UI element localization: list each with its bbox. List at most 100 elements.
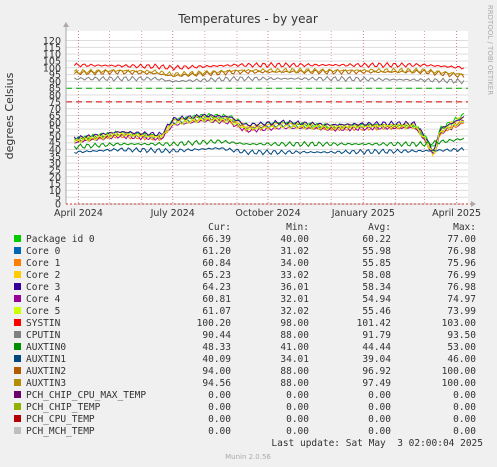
y-tick-label: 90: [49, 77, 61, 88]
legend-swatch: [14, 355, 21, 362]
y-tick-label: 70: [49, 104, 61, 115]
y-tick-label: 110: [43, 50, 61, 61]
legend-swatch: [14, 307, 21, 314]
legend-value-cur: 61.07: [202, 306, 231, 317]
legend-value-avg: 55.85: [362, 258, 391, 269]
legend-swatch: [14, 319, 21, 326]
legend-value-cur: 100.20: [197, 318, 232, 329]
y-axis-label: degrees Celsius: [3, 72, 16, 159]
legend-value-max: 76.98: [447, 282, 476, 293]
axes: [63, 22, 476, 207]
legend-series-name: PCH_CHIP_TEMP: [26, 402, 101, 413]
y-tick-label: 25: [49, 165, 61, 176]
legend-value-cur: 0.00: [208, 402, 231, 413]
legend-value-avg: 101.42: [357, 318, 391, 329]
legend-value-avg: 44.44: [362, 342, 391, 353]
legend-value-max: 53.00: [447, 342, 476, 353]
legend-series-name: Core 3: [26, 282, 60, 293]
legend-series-name: Core 2: [26, 270, 60, 281]
legend-value-avg: 55.98: [362, 246, 391, 257]
series-line-auxtin3: [73, 67, 464, 78]
legend-value-min: 36.01: [280, 282, 309, 293]
legend-value-avg: 39.04: [362, 354, 391, 365]
legend-value-cur: 94.00: [202, 366, 231, 377]
x-tick-label: January 2025: [331, 208, 395, 219]
legend-series-name: PCH_CPU_TEMP: [26, 414, 95, 425]
legend-value-min: 0.00: [286, 426, 309, 437]
legend-column-header: Min:: [286, 222, 309, 233]
legend-swatch: [14, 403, 21, 410]
legend-value-max: 46.00: [447, 354, 476, 365]
y-tick-label: 80: [49, 91, 61, 102]
legend-value-cur: 40.09: [202, 354, 231, 365]
legend-column-header: Avg:: [368, 222, 391, 233]
legend-value-min: 34.00: [280, 258, 309, 269]
series-line-auxtin1: [74, 146, 465, 156]
legend-value-cur: 60.81: [202, 294, 231, 305]
plot-area: [66, 31, 468, 204]
legend-swatch: [14, 415, 21, 422]
legend-swatch: [14, 283, 21, 290]
y-tick-label: 55: [49, 125, 61, 136]
legend-column-header: Max:: [453, 222, 476, 233]
legend-value-avg: 0.00: [368, 402, 391, 413]
grid-lines: [66, 31, 468, 204]
x-tick-label: April 2024: [54, 208, 103, 219]
legend-value-max: 100.00: [442, 378, 477, 389]
legend-value-cur: 48.33: [202, 342, 231, 353]
legend-value-max: 0.00: [453, 390, 476, 401]
y-tick-label: 65: [49, 111, 61, 122]
legend: Cur: Min: Avg: Max: Package id 0 66.39 40.00 60…: [14, 222, 476, 437]
series-line-core-3: [73, 113, 465, 153]
y-tick-label: 45: [49, 138, 61, 149]
y-tick-label: 40: [49, 145, 61, 156]
legend-value-avg: 54.94: [362, 294, 391, 305]
y-tick-label: 100: [43, 63, 61, 74]
legend-value-avg: 0.00: [368, 426, 391, 437]
legend-value-min: 34.01: [280, 354, 309, 365]
legend-value-cur: 60.84: [202, 258, 231, 269]
legend-series-name: AUXTIN2: [26, 366, 66, 377]
series-line-auxtin2: [73, 68, 465, 79]
legend-swatch: [14, 391, 21, 398]
legend-value-avg: 55.46: [362, 306, 391, 317]
legend-swatch: [14, 259, 21, 266]
legend-series-name: Core 0: [26, 246, 61, 257]
legend-value-max: 74.97: [447, 294, 476, 305]
legend-series-name: AUXTIN0: [26, 342, 66, 353]
series-line-cputin: [74, 75, 465, 85]
legend-value-min: 32.01: [280, 294, 309, 305]
x-tick-labels: April 2024 July 2024 October 2024 January 2…: [54, 208, 481, 219]
legend-series-name: Package id 0: [26, 234, 95, 245]
legend-value-cur: 0.00: [208, 390, 231, 401]
legend-value-min: 40.00: [280, 234, 309, 245]
legend-value-avg: 91.79: [362, 330, 391, 341]
y-tick-label: 15: [49, 179, 61, 190]
munin-version: Munin 2.0.56: [225, 453, 271, 461]
legend-value-min: 88.00: [280, 366, 309, 377]
legend-value-max: 0.00: [453, 426, 476, 437]
rrdtool-credit: RRDTOOL / TOBI OETIKER: [486, 5, 494, 95]
legend-value-min: 41.00: [280, 342, 309, 353]
y-tick-label: 30: [49, 159, 61, 170]
legend-value-max: 76.98: [447, 246, 476, 257]
y-tick-label: 20: [49, 172, 61, 183]
x-tick-label: October 2024: [235, 208, 300, 219]
y-tick-label: 5: [55, 193, 61, 204]
y-axis-arrow-icon: [63, 22, 69, 27]
legend-series-name: CPUTIN: [26, 330, 61, 341]
legend-series-name: PCH_MCH_TEMP: [26, 426, 95, 437]
legend-value-cur: 64.23: [202, 282, 231, 293]
chart-title: Temperatures - by year: [177, 12, 318, 26]
legend-value-cur: 0.00: [208, 426, 231, 437]
legend-value-avg: 60.22: [362, 234, 391, 245]
y-tick-label: 75: [49, 97, 61, 108]
legend-series-name: Core 4: [26, 294, 61, 305]
y-tick-label: 95: [49, 70, 61, 81]
y-tick-labels: 0510152025303540455055606570758085909510…: [43, 36, 61, 210]
legend-swatch: [14, 247, 21, 254]
y-tick-label: 85: [49, 84, 61, 95]
y-tick-label: 50: [49, 131, 61, 142]
legend-series-name: Core 5: [26, 306, 60, 317]
